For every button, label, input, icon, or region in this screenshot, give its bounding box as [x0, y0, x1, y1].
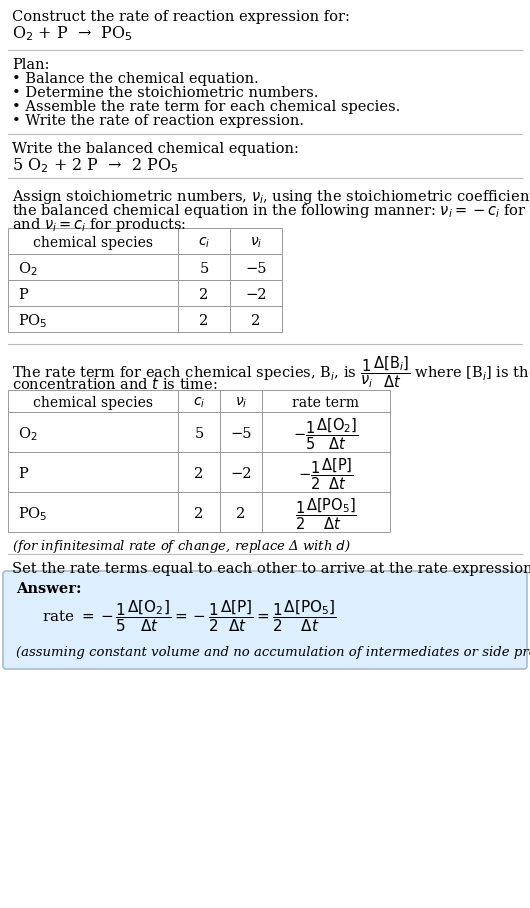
- Text: Construct the rate of reaction expression for:: Construct the rate of reaction expressio…: [12, 10, 350, 24]
- Text: 2: 2: [195, 467, 204, 481]
- Bar: [8, 412, 178, 452]
- Text: • Determine the stoichiometric numbers.: • Determine the stoichiometric numbers.: [12, 86, 319, 100]
- Text: −2: −2: [245, 288, 267, 302]
- Text: $-\dfrac{1}{5}\dfrac{\Delta[\mathrm{O}_2]}{\Delta t}$: $-\dfrac{1}{5}\dfrac{\Delta[\mathrm{O}_2…: [293, 416, 359, 452]
- Text: Answer:: Answer:: [16, 582, 82, 596]
- Text: and $\nu_i = c_i$ for products:: and $\nu_i = c_i$ for products:: [12, 216, 187, 234]
- Text: PO$_5$: PO$_5$: [18, 505, 48, 523]
- Text: chemical species: chemical species: [33, 396, 153, 410]
- Text: Assign stoichiometric numbers, $\nu_i$, using the stoichiometric coefficients, $: Assign stoichiometric numbers, $\nu_i$, …: [12, 188, 530, 206]
- Text: 2: 2: [251, 314, 261, 328]
- Text: $c_i$: $c_i$: [198, 236, 210, 251]
- Bar: [230, 254, 282, 280]
- Text: O$_2$: O$_2$: [18, 261, 38, 278]
- Text: Set the rate terms equal to each other to arrive at the rate expression:: Set the rate terms equal to each other t…: [12, 562, 530, 576]
- Text: • Write the rate of reaction expression.: • Write the rate of reaction expression.: [12, 114, 304, 128]
- Text: 2: 2: [195, 507, 204, 521]
- Bar: [230, 228, 282, 254]
- Bar: [178, 390, 220, 412]
- Bar: [220, 390, 262, 412]
- Text: rate $= -\dfrac{1}{5}\dfrac{\Delta[\mathrm{O}_2]}{\Delta t} = -\dfrac{1}{2}\dfra: rate $= -\dfrac{1}{5}\dfrac{\Delta[\math…: [42, 598, 337, 634]
- Text: $\nu_i$: $\nu_i$: [250, 236, 262, 251]
- Bar: [230, 306, 282, 332]
- Bar: [8, 254, 178, 280]
- Text: O$_2$: O$_2$: [18, 425, 38, 443]
- Text: −2: −2: [230, 467, 252, 481]
- Text: P: P: [18, 288, 28, 302]
- Text: The rate term for each chemical species, B$_i$, is $\dfrac{1}{\nu_i}\dfrac{\Delt: The rate term for each chemical species,…: [12, 354, 530, 390]
- Text: (for infinitesimal rate of change, replace Δ with $d$): (for infinitesimal rate of change, repla…: [12, 538, 351, 555]
- Bar: [178, 412, 220, 452]
- Bar: [178, 306, 230, 332]
- Bar: [8, 228, 178, 254]
- Text: 5: 5: [199, 262, 209, 276]
- Text: Write the balanced chemical equation:: Write the balanced chemical equation:: [12, 142, 299, 156]
- Text: chemical species: chemical species: [33, 236, 153, 250]
- Bar: [220, 492, 262, 532]
- Text: concentration and $t$ is time:: concentration and $t$ is time:: [12, 376, 217, 392]
- Text: $-\dfrac{1}{2}\dfrac{\Delta[\mathrm{P}]}{\Delta t}$: $-\dfrac{1}{2}\dfrac{\Delta[\mathrm{P}]}…: [298, 456, 354, 492]
- Text: $c_i$: $c_i$: [193, 396, 205, 410]
- Text: P: P: [18, 467, 28, 481]
- Text: $\nu_i$: $\nu_i$: [235, 396, 247, 410]
- Bar: [262, 412, 390, 452]
- Bar: [178, 452, 220, 492]
- Text: • Balance the chemical equation.: • Balance the chemical equation.: [12, 72, 259, 86]
- Bar: [230, 280, 282, 306]
- Text: 5: 5: [195, 427, 204, 441]
- Text: 2: 2: [236, 507, 245, 521]
- Bar: [8, 390, 178, 412]
- Text: Plan:: Plan:: [12, 58, 49, 72]
- Text: 5 O$_2$ + 2 P  →  2 PO$_5$: 5 O$_2$ + 2 P → 2 PO$_5$: [12, 156, 179, 174]
- Text: −5: −5: [230, 427, 252, 441]
- Bar: [262, 452, 390, 492]
- Bar: [178, 228, 230, 254]
- Bar: [8, 280, 178, 306]
- Bar: [178, 280, 230, 306]
- Bar: [262, 492, 390, 532]
- Bar: [178, 254, 230, 280]
- Text: • Assemble the rate term for each chemical species.: • Assemble the rate term for each chemic…: [12, 100, 400, 114]
- Text: $\dfrac{1}{2}\dfrac{\Delta[\mathrm{PO}_5]}{\Delta t}$: $\dfrac{1}{2}\dfrac{\Delta[\mathrm{PO}_5…: [295, 496, 357, 532]
- Text: PO$_5$: PO$_5$: [18, 312, 48, 330]
- Bar: [8, 492, 178, 532]
- Text: 2: 2: [199, 288, 209, 302]
- Text: 2: 2: [199, 314, 209, 328]
- Text: the balanced chemical equation in the following manner: $\nu_i = -c_i$ for react: the balanced chemical equation in the fo…: [12, 202, 530, 220]
- FancyBboxPatch shape: [3, 571, 527, 669]
- Bar: [8, 452, 178, 492]
- Bar: [262, 390, 390, 412]
- Text: −5: −5: [245, 262, 267, 276]
- Text: rate term: rate term: [293, 396, 359, 410]
- Text: O$_2$ + P  →  PO$_5$: O$_2$ + P → PO$_5$: [12, 24, 133, 43]
- Bar: [8, 306, 178, 332]
- Bar: [220, 412, 262, 452]
- Text: (assuming constant volume and no accumulation of intermediates or side products): (assuming constant volume and no accumul…: [16, 646, 530, 659]
- Bar: [178, 492, 220, 532]
- Bar: [220, 452, 262, 492]
